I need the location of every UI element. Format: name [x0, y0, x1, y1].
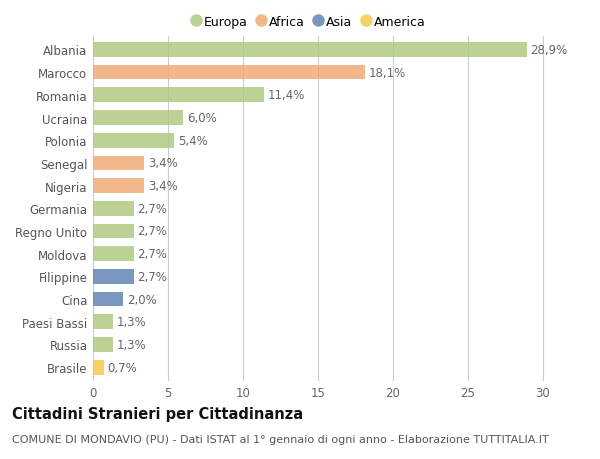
Bar: [93, 360, 104, 375]
Bar: [93, 111, 183, 126]
Text: 1,3%: 1,3%: [116, 338, 146, 351]
Text: 28,9%: 28,9%: [530, 44, 568, 57]
Text: 2,7%: 2,7%: [137, 270, 167, 283]
Bar: [93, 66, 365, 80]
Text: 2,0%: 2,0%: [127, 293, 157, 306]
Bar: [93, 337, 113, 352]
Bar: [93, 88, 264, 103]
Legend: Europa, Africa, Asia, America: Europa, Africa, Asia, America: [190, 14, 428, 32]
Text: 2,7%: 2,7%: [137, 202, 167, 215]
Text: COMUNE DI MONDAVIO (PU) - Dati ISTAT al 1° gennaio di ogni anno - Elaborazione T: COMUNE DI MONDAVIO (PU) - Dati ISTAT al …: [12, 434, 549, 444]
Text: 6,0%: 6,0%: [187, 112, 217, 125]
Text: Cittadini Stranieri per Cittadinanza: Cittadini Stranieri per Cittadinanza: [12, 406, 303, 421]
Bar: [93, 134, 174, 148]
Text: 18,1%: 18,1%: [368, 67, 406, 79]
Bar: [93, 224, 133, 239]
Bar: [93, 179, 144, 194]
Bar: [93, 315, 113, 330]
Bar: [93, 292, 123, 307]
Bar: [93, 156, 144, 171]
Text: 2,7%: 2,7%: [137, 248, 167, 261]
Text: 2,7%: 2,7%: [137, 225, 167, 238]
Text: 3,4%: 3,4%: [148, 180, 178, 193]
Bar: [93, 202, 133, 216]
Text: 11,4%: 11,4%: [268, 89, 305, 102]
Text: 5,4%: 5,4%: [178, 134, 208, 147]
Text: 0,7%: 0,7%: [107, 361, 137, 374]
Text: 1,3%: 1,3%: [116, 316, 146, 329]
Text: 3,4%: 3,4%: [148, 157, 178, 170]
Bar: [93, 247, 133, 262]
Bar: [93, 43, 527, 58]
Bar: [93, 269, 133, 284]
